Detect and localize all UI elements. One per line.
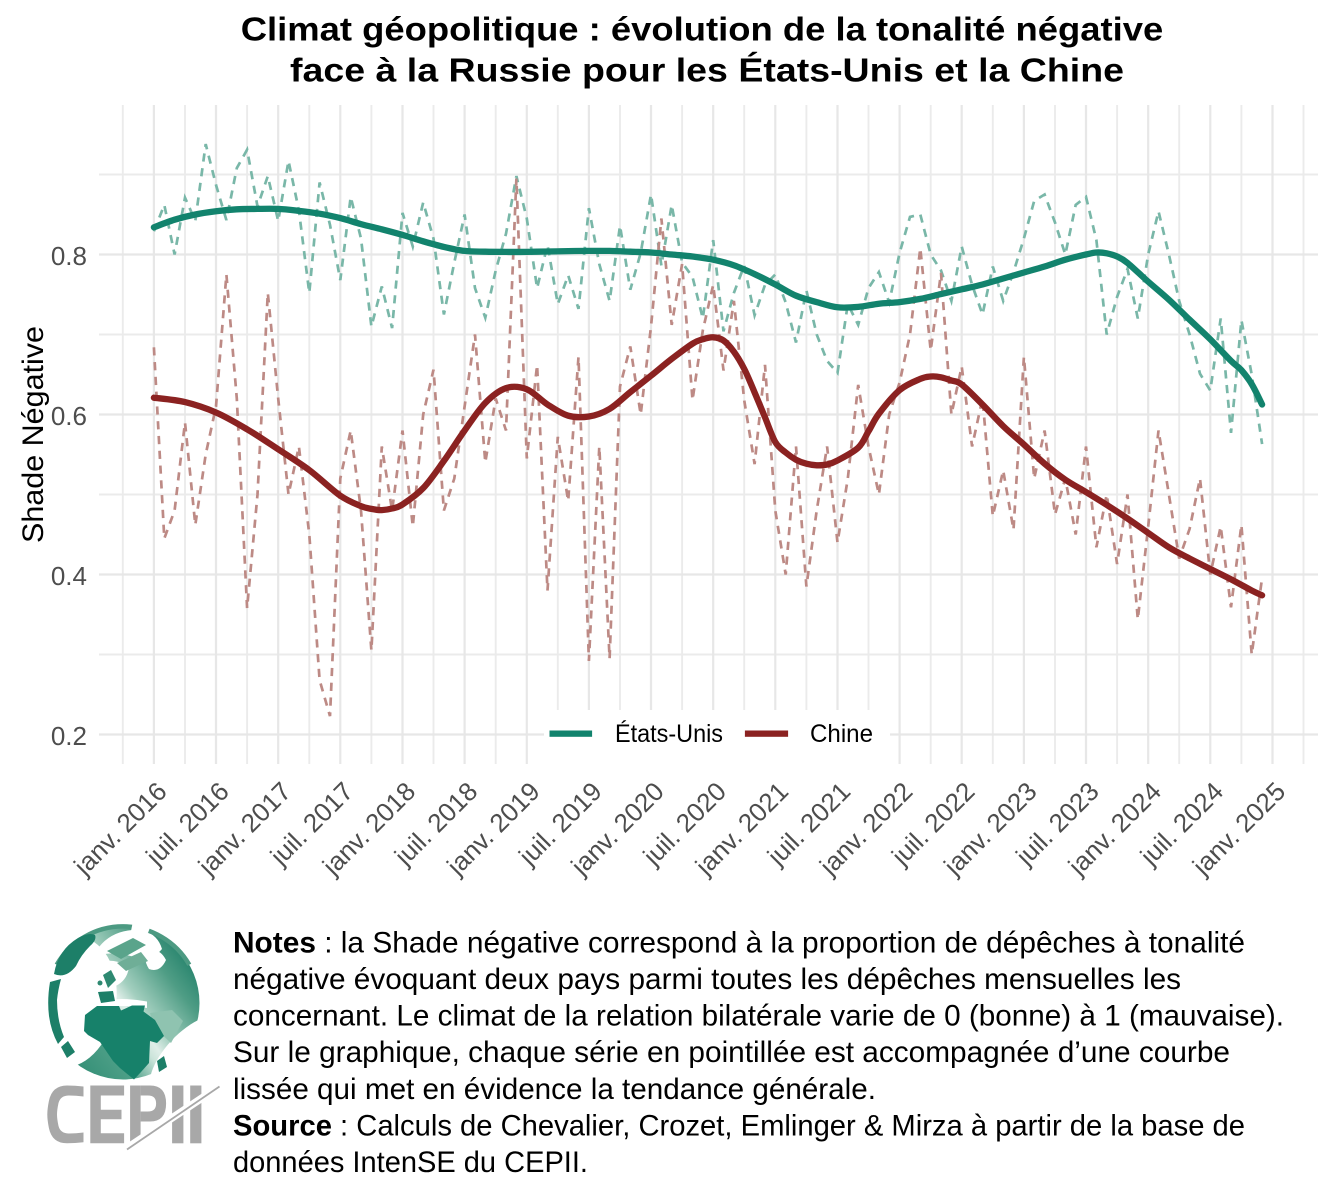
- svg-text:données IntenSE du CEPII.: données IntenSE du CEPII.: [233, 1146, 588, 1179]
- svg-text:Climat géopolitique : évolutio: Climat géopolitique : évolution de la to…: [241, 11, 1164, 48]
- svg-text:0.6: 0.6: [51, 401, 87, 431]
- svg-text:États-Unis: États-Unis: [615, 721, 723, 748]
- svg-text:0.4: 0.4: [51, 561, 87, 591]
- svg-text:face à la Russie pour les État: face à la Russie pour les États-Unis et …: [290, 52, 1124, 89]
- svg-text:Source : Calculs de Chevalier,: Source : Calculs de Chevalier, Crozet, E…: [233, 1110, 1245, 1143]
- svg-text:0.8: 0.8: [51, 241, 87, 271]
- svg-text:négative évoquant deux pays pa: négative évoquant deux pays parmi toutes…: [233, 963, 1181, 996]
- svg-text:0.2: 0.2: [51, 721, 87, 751]
- svg-text:lissée qui met en évidence la: lissée qui met en évidence la tendance g…: [233, 1073, 876, 1106]
- svg-text:Sur le graphique, chaque série: Sur le graphique, chaque série en pointi…: [233, 1036, 1230, 1069]
- svg-text:Notes : la Shade négative corr: Notes : la Shade négative correspond à l…: [233, 927, 1245, 960]
- svg-text:concernant. Le climat de la re: concernant. Le climat de la relation bil…: [233, 1000, 1284, 1033]
- svg-text:Shade Négative: Shade Négative: [17, 326, 50, 543]
- svg-text:Chine: Chine: [810, 721, 873, 748]
